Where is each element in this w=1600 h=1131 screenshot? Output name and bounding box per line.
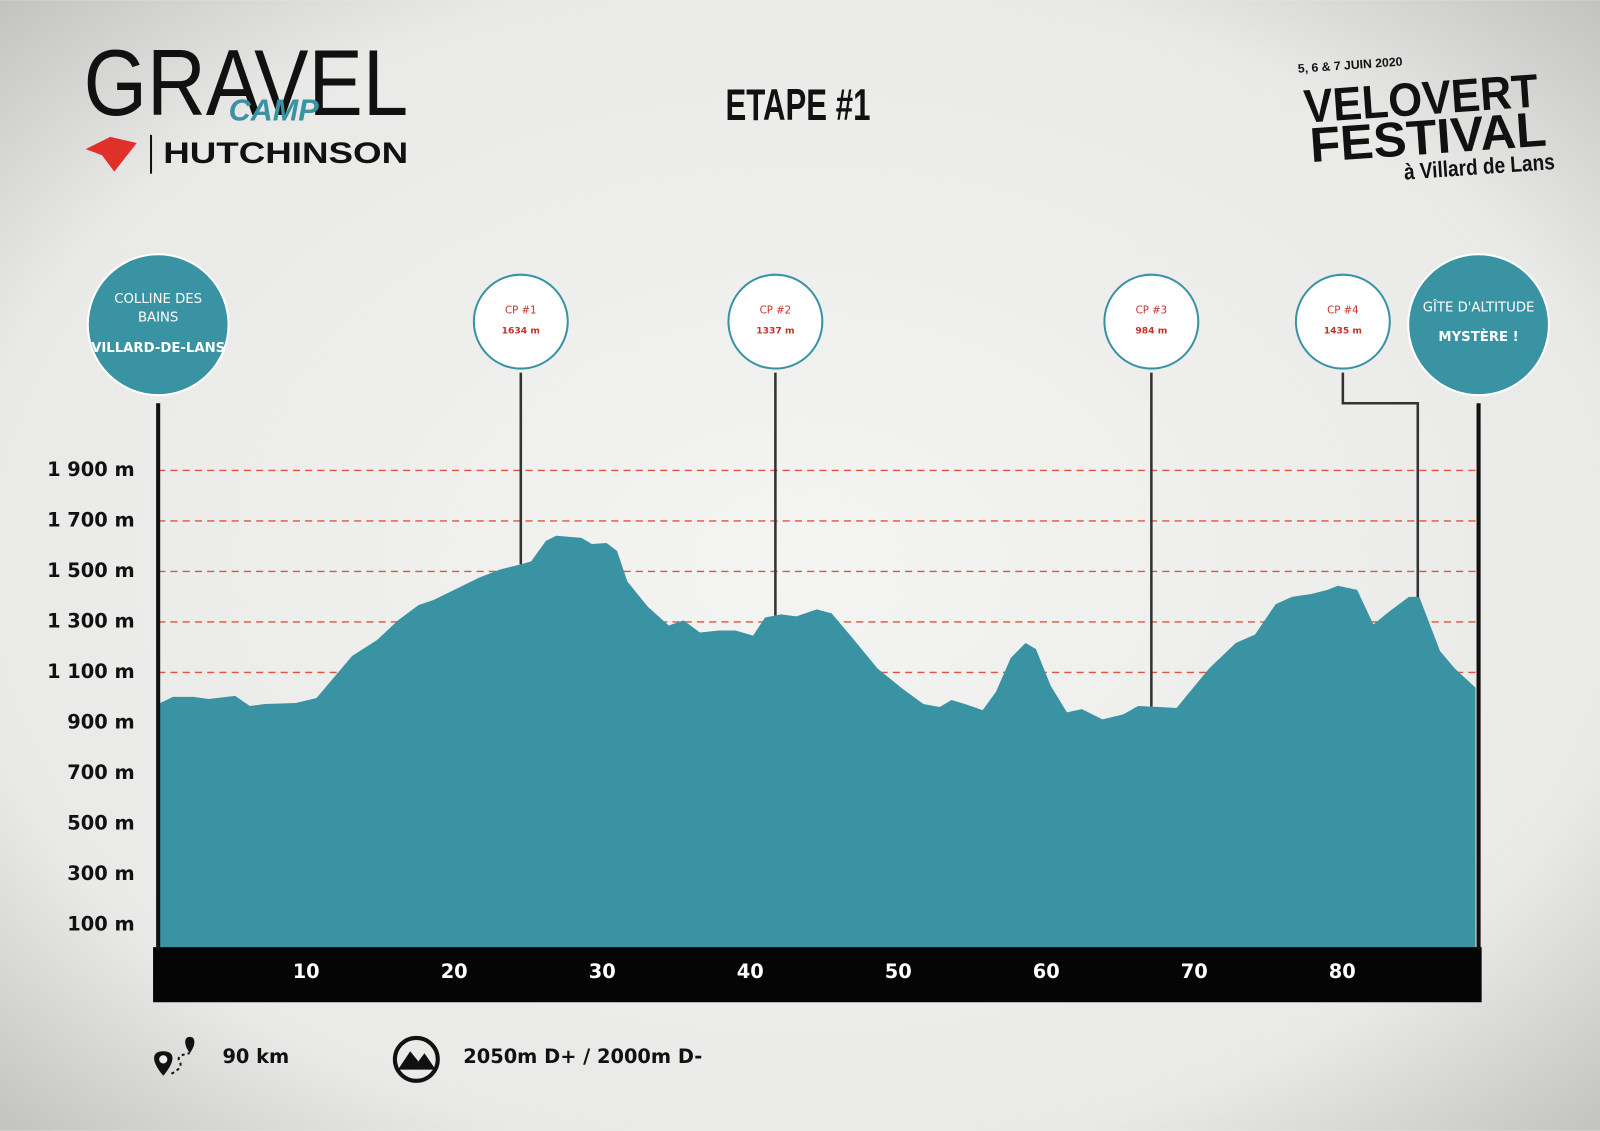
start-circle [86,253,230,397]
logo-mark [85,136,137,172]
y-tick-label: 1 500 m [47,559,135,582]
elevation-icon-mountain [397,1051,436,1070]
y-tick-label: 1 900 m [47,458,135,481]
y-tick-label: 500 m [67,811,134,834]
logo-camp: CAMP [229,94,320,128]
start-place: VILLARD-DE-LANS [91,341,225,356]
checkpoint-elevation: 984 m [1135,325,1167,336]
checkpoint-circle [1294,273,1391,370]
finish-circle [1407,253,1550,397]
checkpoint-elevation: 1435 m [1324,325,1362,336]
checkpoint-circle [472,273,569,370]
checkpoint-name: CP #4 [1327,305,1359,316]
x-tick-label: 80 [1329,960,1356,983]
logo-left: GRAVEL CAMP HUTCHINSON [84,30,408,174]
distance-icon-dot [159,1055,168,1064]
x-tick-label: 70 [1181,960,1208,983]
x-tick-label: 60 [1033,960,1060,983]
finish-place: MYSTÈRE ! [1438,327,1518,345]
checkpoint-name: CP #2 [760,305,792,316]
y-tick-label: 1 100 m [47,660,135,683]
logo-gravel: GRAVEL [84,30,408,135]
x-tick-label: 30 [589,960,616,983]
start-name: COLLINE DES [114,292,202,307]
checkpoint-name: CP #1 [505,305,537,316]
footer-elevation: 2050m D+ / 2000m D- [463,1045,702,1068]
page-title: ETAPE #1 [726,79,871,130]
x-tick-label: 10 [293,960,320,983]
checkpoint-elevation: 1634 m [502,325,540,336]
y-tick-label: 700 m [67,761,134,784]
distance-icon-path [170,1052,190,1075]
distance-icon-2 [185,1036,195,1054]
checkpoint-elevation: 1337 m [756,325,794,336]
y-tick-label: 100 m [67,912,134,935]
y-tick-label: 900 m [67,710,134,733]
footer: 90 km 2050m D+ / 2000m D- [154,1035,702,1083]
y-tick-label: 1 300 m [47,609,135,632]
footer-distance: 90 km [222,1045,289,1068]
elevation-area [158,535,1476,951]
checkpoint-circle [1103,273,1200,370]
x-tick-label: 50 [885,960,912,983]
start-name: BAINS [138,311,178,326]
x-tick-label: 40 [737,960,764,983]
finish-name: GÎTE D'ALTITUDE [1423,297,1535,315]
y-tick-label: 300 m [67,862,134,885]
elevation-icon [392,1035,440,1083]
logo-brand: HUTCHINSON [163,137,408,170]
checkpoint-name: CP #3 [1136,305,1168,316]
checkpoint-line [1341,372,1420,597]
x-axis-band [153,947,1482,1003]
checkpoint-circle [727,273,824,370]
y-tick-label: 1 700 m [47,508,135,531]
x-tick-label: 20 [441,960,468,983]
